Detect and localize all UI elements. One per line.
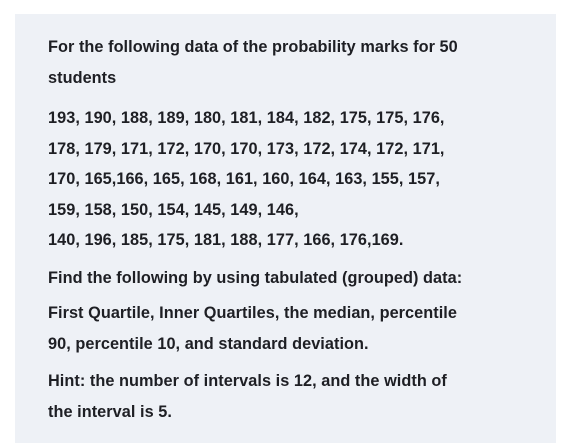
- instruction-text: Find the following by using tabulated (g…: [48, 263, 536, 294]
- tasks-line: 90, percentile 10, and standard deviatio…: [48, 334, 369, 353]
- question-line: For the following data of the probabilit…: [48, 38, 458, 56]
- marks-data-line: 159, 158, 150, 154, 145, 149, 146,: [48, 200, 299, 219]
- tasks-line: First Quartile, Inner Quartiles, the med…: [48, 304, 457, 322]
- marks-data: 193, 190, 188, 189, 180, 181, 184, 182, …: [48, 103, 536, 256]
- hint-line: the interval is 5.: [48, 402, 172, 421]
- question-card: For the following data of the probabilit…: [15, 14, 556, 443]
- marks-data-line: 140, 196, 185, 175, 181, 188, 177, 166, …: [48, 231, 404, 249]
- question-text: For the following data of the probabilit…: [48, 32, 536, 93]
- question-line: students: [48, 68, 117, 87]
- instruction-line: Find the following by using tabulated (g…: [48, 268, 463, 287]
- marks-data-line: 170, 165,166, 165, 168, 161, 160, 164, 1…: [48, 170, 440, 188]
- hint-text: Hint: the number of intervals is 12, and…: [48, 366, 536, 427]
- tasks-text: First Quartile, Inner Quartiles, the med…: [48, 298, 536, 359]
- hint-line: Hint: the number of intervals is 12, and…: [48, 372, 447, 390]
- marks-data-line: 193, 190, 188, 189, 180, 181, 184, 182, …: [48, 109, 445, 127]
- marks-data-line: 178, 179, 171, 172, 170, 170, 173, 172, …: [48, 139, 445, 158]
